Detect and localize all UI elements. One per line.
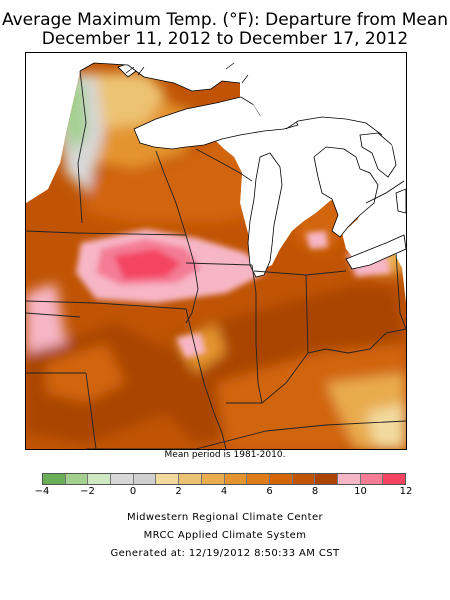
legend-tick-label: 6: [266, 486, 273, 497]
legend-tick-label: 12: [399, 486, 413, 497]
footer-system: MRCC Applied Climate System: [143, 530, 307, 541]
color-legend: [42, 473, 406, 485]
legend-swatch: [269, 474, 293, 484]
state-boundaries: [26, 70, 406, 449]
legend-tick-label: −4: [34, 486, 50, 497]
legend-ticks: −4 −2 0 2 4 6 8 10 12: [35, 486, 413, 500]
legend-swatch: [65, 474, 89, 484]
legend-swatch: [360, 474, 384, 484]
legend-tick-label: −2: [80, 486, 95, 497]
legend-swatch: [292, 474, 316, 484]
legend-tick-label: 8: [311, 486, 319, 497]
legend-tick-label: 10: [354, 486, 367, 497]
legend-swatch: [247, 474, 270, 484]
legend-tick-label: 2: [175, 486, 182, 497]
outside-region-mask: [26, 53, 406, 203]
legend-swatch: [111, 474, 134, 484]
legend-swatch: [315, 474, 338, 484]
legend-tick-label: 0: [129, 486, 137, 497]
temperature-departure-map: [25, 52, 407, 450]
legend-swatch: [88, 474, 112, 484]
legend-swatch: [224, 474, 248, 484]
footer-generated: Generated at: 12/19/2012 8:50:33 AM CST: [110, 548, 340, 559]
legend-swatch: [383, 474, 405, 484]
legend-swatch: [179, 474, 202, 484]
footer-org: Midwestern Regional Climate Center: [126, 512, 324, 523]
legend-swatch: [156, 474, 180, 484]
legend-swatch: [133, 474, 157, 484]
legend-swatch: [337, 474, 361, 484]
legend-swatch: [43, 474, 66, 484]
map-date-range: December 11, 2012 to December 17, 2012: [41, 29, 409, 49]
mean-period-note: Mean period is 1981-2010.: [164, 450, 286, 460]
legend-tick-label: 4: [220, 486, 228, 497]
legend-swatch: [201, 474, 225, 484]
map-title: Average Maximum Temp. (°F): Departure fr…: [1, 10, 449, 30]
